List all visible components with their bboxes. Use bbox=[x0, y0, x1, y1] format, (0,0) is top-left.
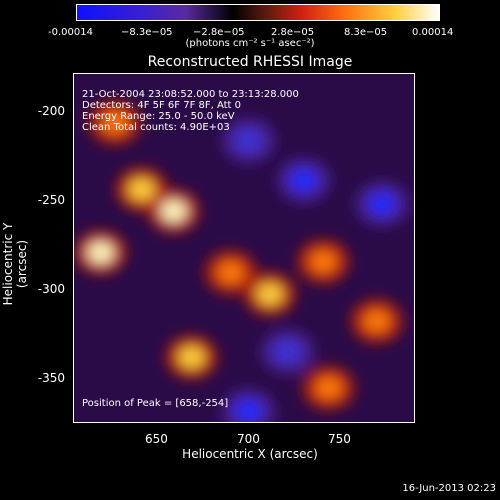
chart-title: Reconstructed RHESSI Image bbox=[147, 54, 353, 70]
total-counts: Clean Total counts: 4.90E+03 bbox=[82, 122, 230, 133]
bright-source bbox=[160, 200, 187, 223]
x-tick-label: 650 bbox=[145, 432, 168, 446]
dark-source bbox=[235, 129, 262, 152]
colorbar-tick: 2.8e−05 bbox=[271, 27, 315, 38]
bright-source bbox=[101, 111, 128, 134]
bright-source bbox=[315, 376, 342, 399]
x-tick-label: 700 bbox=[237, 432, 260, 446]
x-axis-label: Heliocentric X (arcsec) bbox=[182, 447, 318, 461]
colorbar-tick: −8.3e−05 bbox=[121, 27, 173, 38]
colorbar-tick: 8.3e−05 bbox=[344, 27, 388, 38]
peak-position: Position of Peak = [658,-254] bbox=[82, 398, 229, 409]
bright-source bbox=[217, 261, 244, 284]
colorbar-tick: 0.00014 bbox=[412, 27, 454, 38]
bright-source bbox=[363, 310, 390, 333]
y-tick-label: -350 bbox=[37, 371, 65, 385]
dark-source bbox=[369, 192, 396, 215]
dark-source bbox=[274, 340, 301, 363]
colorbar-tick: -0.00014 bbox=[48, 27, 93, 38]
y-tick-label: -300 bbox=[37, 282, 65, 296]
colorbar-tick: −2.8e−05 bbox=[193, 27, 245, 38]
bright-source bbox=[256, 283, 283, 306]
heatmap-image bbox=[74, 74, 414, 422]
y-tick-label: -250 bbox=[37, 193, 65, 207]
bright-source bbox=[310, 250, 337, 273]
x-tick-label: 750 bbox=[328, 432, 351, 446]
colorbar bbox=[76, 4, 440, 21]
y-tick-label: -200 bbox=[37, 104, 65, 118]
y-axis-label: Heliocentric Y (arcsec) bbox=[1, 222, 29, 306]
image-plot: 21-Oct-2004 23:08:52.000 to 23:13:28.000… bbox=[73, 73, 415, 423]
dark-source bbox=[290, 169, 317, 192]
time-range: 21-Oct-2004 23:08:52.000 to 23:13:28.000 bbox=[82, 89, 299, 100]
detectors: Detectors: 4F 5F 6F 7F 8F, Att 0 bbox=[82, 100, 242, 111]
bright-source bbox=[87, 241, 114, 264]
energy-range: Energy Range: 25.0 - 50.0 keV bbox=[82, 111, 235, 122]
timestamp: 16-Jun-2013 02:23 bbox=[402, 483, 496, 494]
dark-source bbox=[235, 400, 262, 422]
bright-source bbox=[128, 178, 155, 201]
colorbar-unit: (photons cm⁻² s⁻¹ asec⁻²) bbox=[185, 38, 315, 49]
bright-source bbox=[178, 346, 205, 369]
